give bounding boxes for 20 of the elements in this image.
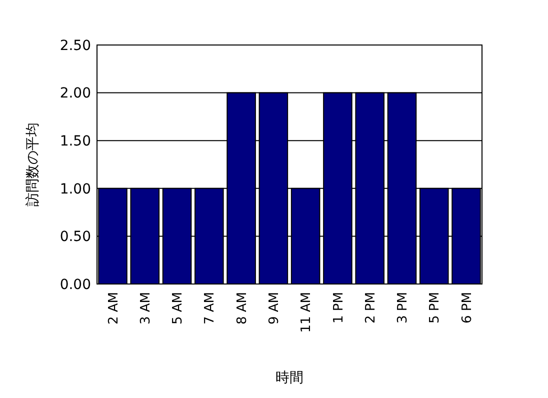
x-tick-label: 6 PM: [460, 292, 475, 324]
y-tick-label: 1.50: [60, 134, 91, 150]
x-tick-label: 3 AM: [138, 292, 154, 325]
x-tick-label: 2 AM: [106, 292, 122, 325]
y-tick-label: 2.00: [60, 86, 91, 102]
x-axis-title: 時間: [276, 370, 304, 386]
x-tick-label: 11 AM: [299, 292, 314, 333]
y-tick-label: 1.00: [60, 181, 91, 198]
x-tick-label: 1 PM: [331, 292, 346, 324]
x-tick-label: 5 PM: [428, 292, 443, 324]
x-tick-label: 2 PM: [363, 292, 378, 324]
x-tick-label: 8 AM: [234, 292, 250, 325]
y-axis-title: 訪問数の平均: [24, 122, 41, 206]
y-tick-label: 2.50: [60, 38, 91, 54]
y-tick-label: 0.50: [60, 229, 91, 246]
y-tick-label: 0.00: [60, 276, 91, 293]
x-tick-label: 9 AM: [266, 292, 282, 325]
x-tick-label: 3 PM: [396, 292, 411, 324]
x-tick-label: 7 AM: [202, 292, 218, 325]
x-tick-label: 5 AM: [170, 292, 186, 325]
